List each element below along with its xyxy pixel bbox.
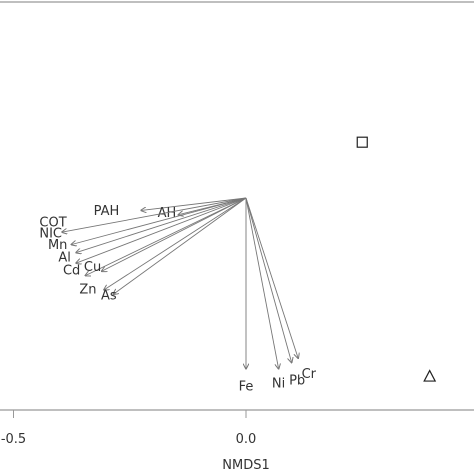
vector-label-pah: PAH	[94, 204, 120, 219]
vector-label-nic: NIC	[39, 226, 62, 241]
vector-arrow-cd	[86, 197, 247, 276]
vector-arrow-nic	[72, 197, 247, 245]
vector-label-cu: Cu	[84, 260, 101, 275]
x-axis-ticks: -0.50.00	[1, 410, 257, 447]
vector-arrow-as	[113, 197, 247, 294]
vector-arrow-cot	[62, 197, 247, 232]
vector-label-cr: Cr	[302, 367, 317, 382]
point-layer	[356, 136, 437, 382]
square-point	[356, 136, 368, 148]
vector-arrow-pb	[245, 197, 292, 362]
triangle-point	[423, 369, 437, 382]
vector-label-mn: Mn	[48, 238, 67, 253]
vector-label-fe: Fe	[239, 380, 254, 395]
vector-label-ni: Ni	[272, 377, 285, 392]
plot-frame	[0, 1, 474, 411]
vector-label-cd: Cd	[63, 264, 80, 279]
x-tick-label: 0.0	[236, 432, 257, 447]
vector-label-ah: AH	[158, 206, 177, 221]
vector-label-al: Al	[58, 251, 71, 266]
vector-arrow-al	[76, 197, 247, 263]
vector-arrow-cu	[102, 197, 247, 271]
vector-arrow-cr	[245, 197, 298, 358]
vector-label-pb: Pb	[289, 373, 305, 388]
vector-arrow-zn	[104, 197, 247, 290]
vector-arrow-pah	[141, 197, 247, 210]
x-tick-label: -0.5	[1, 432, 26, 447]
vector-arrow-mn	[76, 197, 247, 253]
x-axis-title: NMDS1	[222, 458, 269, 473]
vector-label-cot: COT	[39, 215, 66, 230]
vector-arrow-ni	[245, 197, 279, 369]
vector-label-zn: Zn	[79, 282, 96, 297]
vector-label-as: As	[101, 288, 117, 303]
